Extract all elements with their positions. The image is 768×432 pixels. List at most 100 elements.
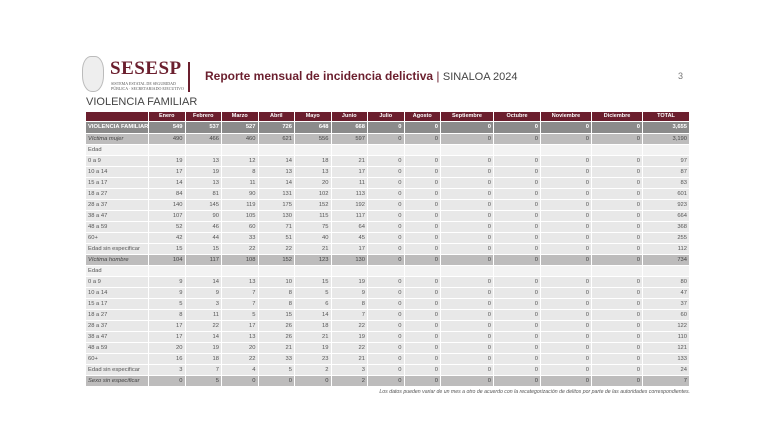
cell-value: 18 [185, 354, 221, 364]
column-header: Noviembre [541, 112, 591, 121]
cell-value: 0 [368, 233, 404, 243]
cell-value: 0 [368, 244, 404, 254]
cell-value: 0 [494, 343, 540, 353]
column-header: Septiembre [441, 112, 493, 121]
cell-value: 255 [643, 233, 689, 243]
row-label: 48 a 59 [86, 222, 148, 232]
cell-value: 0 [494, 178, 540, 188]
cell-value: 0 [592, 244, 642, 254]
cell-value: 117 [185, 255, 221, 265]
cell-value: 18 [295, 156, 331, 166]
column-header: Abril [258, 112, 294, 121]
table-row: 60+ 42 44 33 51 40 45 0 0 0 0 0 0 255 [86, 233, 689, 243]
cell-value: 119 [222, 200, 258, 210]
cell-value: 21 [295, 332, 331, 342]
cell-value [592, 145, 642, 155]
column-header: Julio [368, 112, 404, 121]
cell-value: 17 [149, 321, 185, 331]
cell-value: 0 [368, 310, 404, 320]
cell-value: 0 [404, 343, 440, 353]
cell-value: 15 [149, 244, 185, 254]
row-label: Sexo sin especificar [86, 376, 148, 386]
cell-value: 9 [185, 288, 221, 298]
cell-value: 17 [331, 244, 367, 254]
cell-value: 75 [295, 222, 331, 232]
row-label: 18 a 27 [86, 310, 148, 320]
cell-value: 21 [258, 343, 294, 353]
page-number: 3 [678, 71, 684, 81]
cell-value: 0 [441, 233, 493, 243]
row-label: 0 a 9 [86, 156, 148, 166]
cell-value: 0 [592, 365, 642, 375]
cell-value: 368 [643, 222, 689, 232]
cell-value: 601 [643, 189, 689, 199]
cell-value: 0 [368, 255, 404, 265]
cell-value: 131 [258, 189, 294, 199]
cell-value: 0 [541, 310, 591, 320]
cell-value: 11 [222, 178, 258, 188]
cell-value [541, 266, 591, 276]
cell-value [541, 145, 591, 155]
cell-value: 112 [643, 244, 689, 254]
cell-value: 0 [441, 167, 493, 177]
cell-value: 0 [494, 134, 540, 144]
cell-value: 0 [541, 244, 591, 254]
cell-value: 537 [185, 122, 221, 133]
cell-value: 0 [592, 122, 642, 133]
cell-value: 9 [149, 288, 185, 298]
cell-value: 22 [185, 321, 221, 331]
cell-value: 0 [222, 376, 258, 386]
row-label: Edad [86, 266, 148, 276]
cell-value: 107 [149, 211, 185, 221]
cell-value: 0 [541, 332, 591, 342]
cell-value: 0 [441, 255, 493, 265]
title-separator: | [436, 69, 440, 83]
column-header: Octubre [494, 112, 540, 121]
cell-value: 0 [592, 178, 642, 188]
cell-value: 0 [441, 134, 493, 144]
cell-value: 20 [222, 343, 258, 353]
cell-value: 5 [258, 365, 294, 375]
cell-value: 13 [295, 167, 331, 177]
cell-value: 0 [404, 167, 440, 177]
row-label: 28 a 37 [86, 321, 148, 331]
cell-value: 51 [258, 233, 294, 243]
cell-value: 0 [441, 332, 493, 342]
cell-value: 0 [368, 277, 404, 287]
cell-value: 26 [258, 332, 294, 342]
cell-value: 0 [404, 211, 440, 221]
brand-subtitle: SISTEMA ESTATAL DE SEGURIDAD PÚBLICA · S… [111, 81, 184, 91]
cell-value: 0 [404, 134, 440, 144]
cell-value: 621 [258, 134, 294, 144]
cell-value: 19 [149, 156, 185, 166]
cell-value: 0 [441, 376, 493, 386]
cell-value: 14 [185, 332, 221, 342]
cell-value [185, 266, 221, 276]
cell-value: 19 [331, 277, 367, 287]
cell-value: 45 [331, 233, 367, 243]
cell-value: 0 [368, 332, 404, 342]
cell-value: 0 [441, 222, 493, 232]
cell-value: 22 [258, 244, 294, 254]
table-row: VIOLENCIA FAMILIAR * 549 537 527 726 648 668 0 0… [86, 122, 689, 133]
row-label: Víctima mujer [86, 134, 148, 144]
cell-value: 5 [185, 376, 221, 386]
cell-value: 108 [222, 255, 258, 265]
cell-value: 105 [222, 211, 258, 221]
cell-value: 0 [592, 321, 642, 331]
cell-value: 40 [295, 233, 331, 243]
cell-value: 597 [331, 134, 367, 144]
cell-value: 0 [494, 321, 540, 331]
cell-value: 0 [494, 211, 540, 221]
cell-value: 0 [441, 156, 493, 166]
cell-value: 668 [331, 122, 367, 133]
cell-value: 0 [441, 178, 493, 188]
cell-value: 17 [331, 167, 367, 177]
section-title: VIOLENCIA FAMILIAR [86, 96, 198, 108]
row-label: 10 a 14 [86, 167, 148, 177]
cell-value: 14 [295, 310, 331, 320]
incidence-table: Enero Febrero Marzo Abril Mayo Junio Julio Agos… [85, 111, 690, 387]
cell-value: 113 [331, 189, 367, 199]
cell-value [368, 145, 404, 155]
cell-value: 16 [149, 354, 185, 364]
